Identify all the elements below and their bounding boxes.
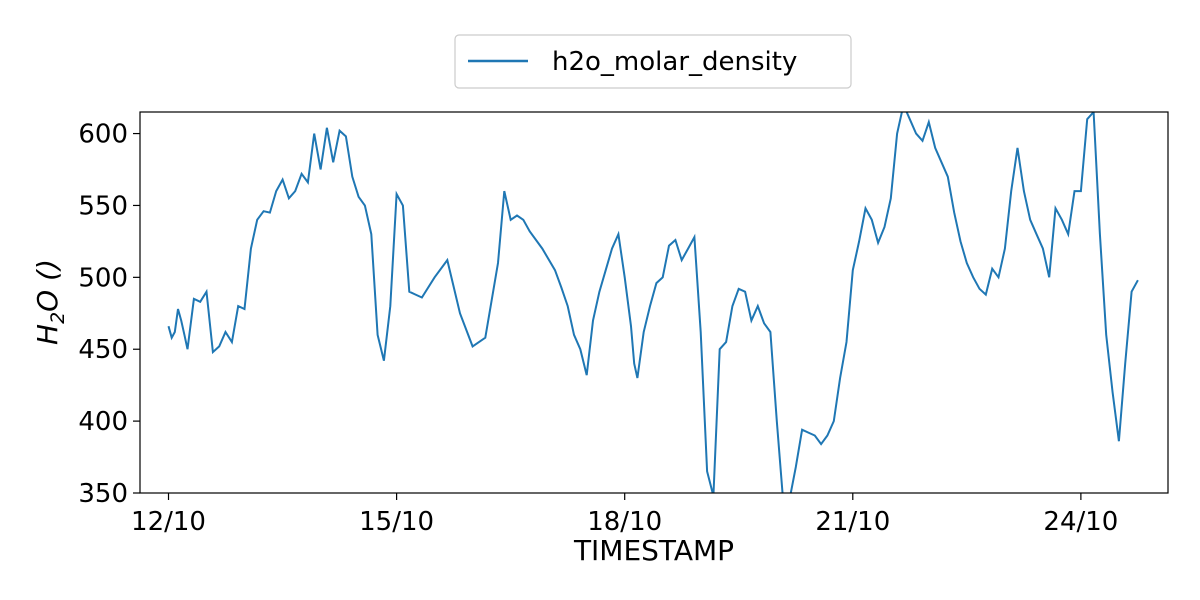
y-axis-title-rest: O () xyxy=(31,259,64,312)
x-axis: 12/10 15/10 18/10 21/10 24/10 xyxy=(131,493,1118,537)
x-tick-label: 12/10 xyxy=(131,507,206,537)
legend: h2o_molar_density xyxy=(454,34,852,89)
y-tick-label: 600 xyxy=(78,120,128,150)
y-tick-label: 500 xyxy=(78,263,128,293)
y-tick-label: 450 xyxy=(78,335,128,365)
plot-area xyxy=(139,111,1169,494)
x-tick-label: 24/10 xyxy=(1043,507,1118,537)
series-line-h2o-molar-density xyxy=(167,112,1139,493)
y-tick-label: 550 xyxy=(78,191,128,221)
y-tick-label: 350 xyxy=(78,479,128,509)
y-axis-title-sub: 2 xyxy=(47,312,69,324)
x-axis-title: TIMESTAMP xyxy=(573,534,734,567)
x-tick-label: 18/10 xyxy=(587,507,662,537)
plot-frame xyxy=(139,111,1169,494)
legend-label: h2o_molar_density xyxy=(552,47,797,77)
y-axis: 350 400 450 500 550 600 xyxy=(78,120,140,509)
x-tick-label: 15/10 xyxy=(359,507,434,537)
legend-box xyxy=(454,34,852,89)
x-tick-label: 21/10 xyxy=(815,507,890,537)
y-axis-title: H2O () xyxy=(31,259,69,345)
y-axis-title-base: H xyxy=(31,324,64,345)
y-tick-label: 400 xyxy=(78,407,128,437)
